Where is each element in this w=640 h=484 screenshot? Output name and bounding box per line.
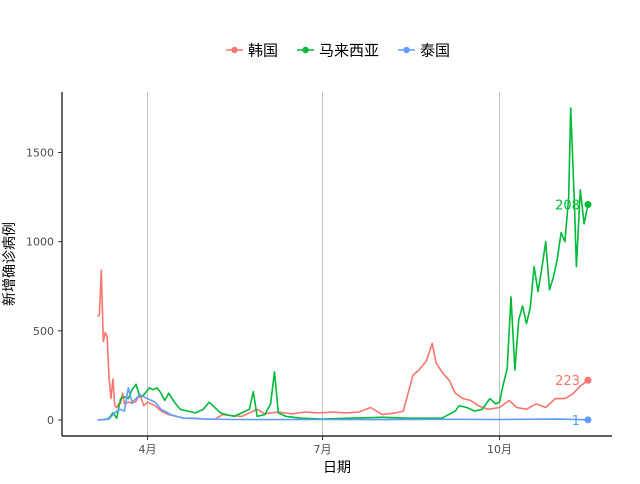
y-tick-label: 1500: [26, 146, 54, 159]
axes: 0 500 1000 1500 4月 7月 10月: [26, 92, 612, 456]
legend-item: 马来西亚: [297, 42, 379, 60]
series-line: [97, 387, 589, 421]
series-end-point: [584, 376, 592, 384]
x-tick-label: 4月: [139, 443, 157, 456]
legend-item: 泰国: [398, 42, 450, 60]
legend-key-point: [302, 46, 309, 54]
series-end-label: 208: [555, 199, 580, 214]
series-3: 1: [97, 387, 592, 429]
grid: [147, 92, 500, 436]
y-tick-label: 500: [33, 325, 54, 338]
series-layer: 223 208 1: [96, 107, 592, 429]
series-end-label: 223: [555, 374, 580, 389]
y-tick-label: 1000: [26, 236, 54, 249]
series-2: 208: [97, 107, 592, 421]
legend-key-point: [403, 46, 410, 54]
series-end-point: [584, 201, 592, 209]
legend-item: 韩国: [226, 42, 278, 60]
legend-label: 韩国: [248, 42, 278, 60]
legend-label: 泰国: [420, 42, 450, 60]
legend-label: 马来西亚: [319, 42, 379, 60]
y-axis-title: 新增确诊病例: [2, 222, 18, 306]
x-axis-title: 日期: [323, 460, 351, 476]
x-tick-label: 10月: [487, 443, 512, 456]
x-tick-label: 7月: [314, 443, 332, 456]
series-line: [97, 107, 589, 421]
y-tick-label: 0: [47, 414, 54, 427]
legend-key-point: [231, 46, 238, 54]
series-end-label: 1: [572, 414, 580, 429]
series-end-point: [584, 416, 592, 424]
legend: 韩国 马来西亚 泰国: [226, 42, 450, 60]
